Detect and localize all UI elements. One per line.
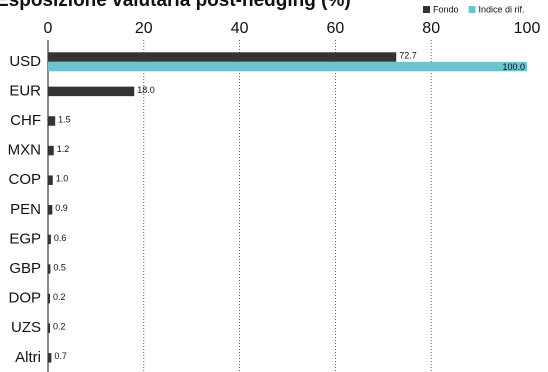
y-tick-label: COP <box>8 171 41 188</box>
y-tick-label: GBP <box>9 260 41 277</box>
value-label: 1.5 <box>58 114 71 124</box>
x-tick-label: 80 <box>422 20 440 37</box>
bar <box>48 145 54 156</box>
legend-swatch <box>423 6 430 13</box>
bar <box>48 61 527 72</box>
x-tick-label: 100 <box>514 20 541 37</box>
legend-swatch <box>468 6 476 13</box>
y-tick-label: CHF <box>10 112 41 129</box>
y-tick-label: DOP <box>8 290 41 307</box>
bar <box>48 293 50 304</box>
value-label: 0.6 <box>54 233 67 243</box>
y-tick-label: MXN <box>8 142 41 159</box>
y-tick-label: UZS <box>11 319 41 336</box>
bar <box>48 175 53 185</box>
y-tick-label: USD <box>9 53 41 70</box>
bar <box>48 205 53 215</box>
value-label: 18.0 <box>137 85 155 95</box>
x-tick-label: 60 <box>327 20 345 37</box>
bar <box>48 264 51 274</box>
y-tick-label: PEN <box>10 201 41 218</box>
bar <box>48 52 397 62</box>
bar <box>48 86 135 97</box>
y-tick-label: Altri <box>15 349 41 366</box>
y-tick-label: EGP <box>9 230 41 247</box>
value-label: 0.7 <box>54 351 67 361</box>
value-label: 0.2 <box>53 292 66 302</box>
bar <box>48 116 56 126</box>
x-tick-label: 40 <box>231 20 249 37</box>
x-tick-label: 20 <box>135 20 153 37</box>
x-tick-label: 0 <box>44 20 53 37</box>
chart-title: Esposizione valutaria post-hedging (%) <box>0 0 351 11</box>
value-label: 0.5 <box>53 262 66 272</box>
bar <box>48 353 52 363</box>
value-label: 1.2 <box>57 144 70 154</box>
value-label: 0.9 <box>55 203 68 213</box>
legend-label: Indice di rif. <box>479 4 525 14</box>
bar <box>48 234 51 245</box>
y-tick-label: EUR <box>9 82 41 99</box>
bar <box>48 323 50 333</box>
value-label: 72.7 <box>399 50 417 60</box>
legend-label: Fondo <box>433 4 459 14</box>
value-label: 100.0 <box>502 62 525 72</box>
value-label: 0.2 <box>53 322 66 332</box>
value-label: 1.0 <box>56 174 69 184</box>
